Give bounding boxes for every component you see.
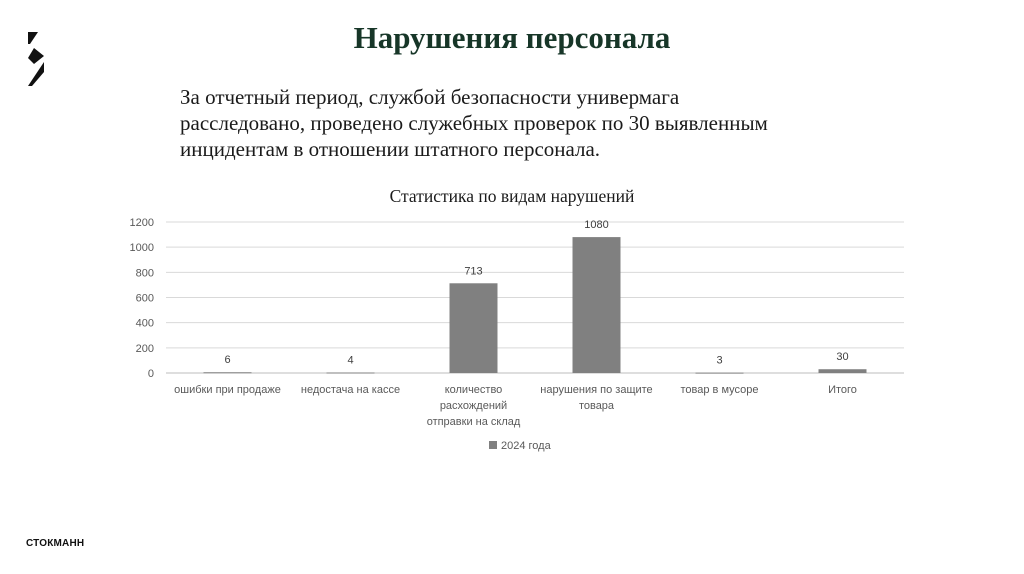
bar <box>572 237 621 373</box>
body-line: За отчетный период, службой безопасности… <box>180 85 680 109</box>
x-tick-label: товар в мусоре <box>681 384 759 396</box>
y-tick-label: 0 <box>148 368 154 380</box>
page-title: Нарушения персонала <box>353 20 671 55</box>
y-tick-label: 400 <box>136 318 154 330</box>
stockmann-s-logo-icon <box>28 32 44 86</box>
bar <box>326 372 375 374</box>
data-label: 6 <box>224 354 230 366</box>
data-label: 4 <box>347 354 353 366</box>
data-label: 713 <box>464 265 482 277</box>
x-tick-label: Итого <box>828 384 857 396</box>
data-label: 1080 <box>584 219 608 231</box>
x-tick-label: количество <box>445 384 503 396</box>
legend-label: 2024 года <box>501 440 552 452</box>
data-label: 3 <box>716 355 722 367</box>
brand-logo-text: СТОКМАНН <box>26 538 85 549</box>
x-tick-label: недостача на кассе <box>301 384 400 396</box>
data-label: 30 <box>836 351 848 363</box>
legend-swatch <box>489 441 497 449</box>
y-tick-label: 200 <box>136 343 154 355</box>
bar <box>449 283 498 373</box>
body-line: инцидентам в отношении штатного персонал… <box>180 137 601 161</box>
y-tick-label: 600 <box>136 293 154 305</box>
y-tick-label: 800 <box>136 267 154 279</box>
x-tick-label: товара <box>579 400 615 412</box>
x-tick-label: расхождений <box>440 400 507 412</box>
chart-title: Статистика по видам нарушений <box>389 186 635 206</box>
bar <box>203 372 252 374</box>
body-line: расследовано, проведено служебных провер… <box>180 111 768 135</box>
x-tick-label: отправки на склад <box>427 416 521 428</box>
bar <box>695 372 744 374</box>
x-tick-label: ошибки при продаже <box>174 384 281 396</box>
x-tick-label: нарушения по защите <box>540 384 652 396</box>
y-tick-label: 1000 <box>130 242 154 254</box>
body-text: За отчетный период, службой безопасности… <box>180 84 880 162</box>
y-tick-label: 1200 <box>130 217 154 229</box>
bar <box>818 369 867 373</box>
